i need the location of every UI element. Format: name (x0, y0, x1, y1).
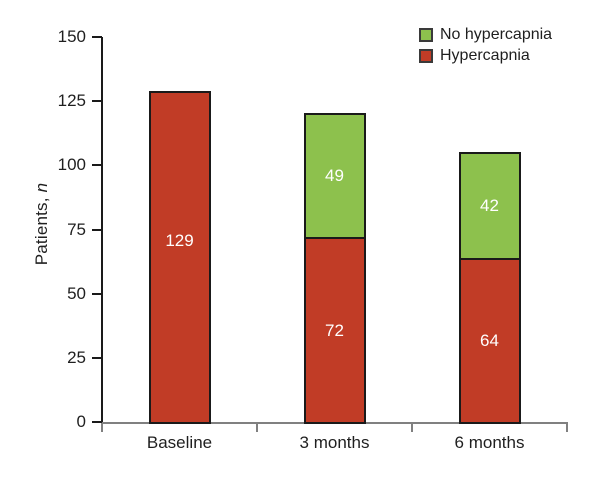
y-tick (92, 36, 102, 38)
bar-value-label-hypercapnia-6-months: 64 (480, 331, 499, 350)
x-axis-category-label-6-months: 6 months (454, 433, 525, 452)
y-tick-label: 75 (67, 219, 86, 239)
y-tick-label: 50 (67, 283, 86, 303)
bar-segment-hypercapnia-6-months (458, 258, 521, 424)
x-tick (411, 424, 413, 432)
y-tick-label: 125 (57, 91, 86, 111)
bar-value-label-hypercapnia-3-months: 72 (325, 320, 344, 340)
bar-value-label-no-hypercapnia-6-months: 42 (480, 196, 499, 215)
bar-segment-no-hypercapnia-3-months (303, 113, 366, 239)
y-tick (92, 356, 102, 359)
x-tick (101, 424, 103, 432)
legend-label-hypercapnia: Hypercapnia (440, 47, 530, 64)
bar-segment-no-hypercapnia-6-months (458, 152, 521, 260)
bar-segment-hypercapnia-3-months (303, 237, 366, 424)
x-tick (566, 424, 568, 432)
y-tick-label: 25 (67, 347, 86, 367)
legend-swatch-hypercapnia (419, 49, 433, 63)
y-tick (92, 228, 102, 231)
y-tick-label: 0 (76, 412, 86, 431)
y-axis-line (101, 37, 103, 424)
y-tick-label: 150 (57, 27, 86, 46)
y-tick (92, 100, 102, 103)
x-axis-category-label-3-months: 3 months (299, 433, 370, 452)
y-tick-label: 100 (57, 155, 86, 175)
x-axis-category-label-baseline: Baseline (146, 433, 213, 452)
bar-segment-hypercapnia-baseline (148, 91, 211, 424)
legend-row-no-hypercapnia: No hypercapnia (419, 25, 552, 45)
legend-label-no-hypercapnia: No hypercapnia (440, 26, 553, 43)
bar-value-label-no-hypercapnia-3-months: 49 (325, 166, 344, 185)
y-tick (92, 292, 102, 295)
y-tick (92, 421, 102, 423)
y-tick (92, 164, 102, 167)
x-tick (256, 424, 258, 432)
bar-value-label-hypercapnia-baseline: 129 (165, 231, 194, 250)
legend: No hypercapnia Hypercapnia (419, 25, 552, 67)
legend-row-hypercapnia: Hypercapnia (419, 46, 552, 66)
legend-swatch-no-hypercapnia (419, 28, 433, 42)
